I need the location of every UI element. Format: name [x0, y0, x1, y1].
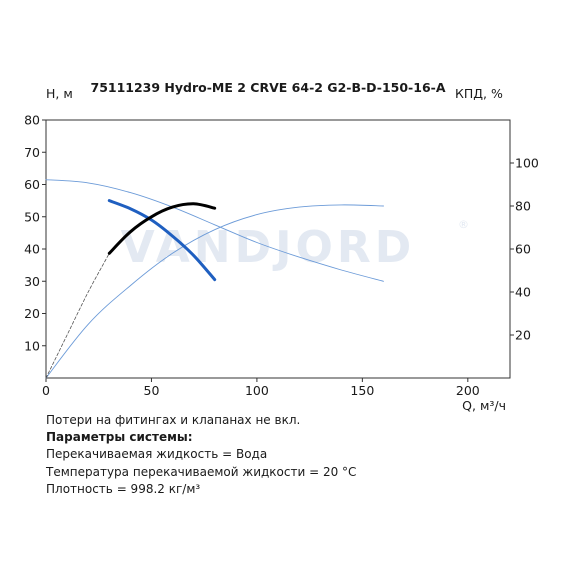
y-right-axis-ticks: 20 40 60 80 100 — [510, 156, 539, 343]
y-right-tick-label: 60 — [515, 242, 531, 257]
x-tick-label: 100 — [245, 383, 269, 398]
y-left-tick-label: 70 — [24, 145, 40, 160]
operating-efficiency-line — [107, 202, 217, 255]
chart-watermark: VANDJORD — [121, 222, 416, 273]
note-losses: Потери на фитингах и клапанах не вкл. — [46, 413, 301, 427]
y-left-tick-label: 50 — [24, 209, 40, 224]
x-tick-label: 0 — [42, 383, 50, 398]
y-left-tick-label: 60 — [24, 177, 40, 192]
system-notes: Потери на фитингах и клапанах не вкл. Па… — [46, 412, 356, 498]
efficiency-curve-line — [45, 204, 384, 379]
note-density: Плотность = 998.2 кг/м³ — [46, 481, 201, 496]
operating-head-line — [107, 199, 217, 282]
y-left-tick-label: 10 — [24, 338, 40, 353]
x-tick-label: 150 — [350, 383, 374, 398]
note-temperature: Температура перекачиваемой жидкости = 20… — [46, 464, 357, 479]
y-left-tick-label: 40 — [24, 242, 40, 257]
y-right-tick-label: 20 — [515, 328, 531, 343]
efficiency-extension-line — [45, 252, 110, 379]
head-curve-line — [45, 179, 384, 282]
x-tick-label: 50 — [144, 383, 160, 398]
y-right-tick-label: 100 — [515, 156, 539, 171]
x-tick-label: 200 — [456, 383, 480, 398]
watermark-registered-mark: ® — [458, 218, 469, 231]
x-axis-ticks: 0 50 100 150 200 — [42, 378, 480, 398]
y-left-tick-label: 20 — [24, 306, 40, 321]
y-right-axis-label: КПД, % — [455, 86, 503, 101]
y-left-tick-label: 30 — [24, 274, 40, 289]
series-layer — [45, 179, 384, 379]
note-system-params-heading: Параметры системы: — [46, 430, 193, 445]
y-right-tick-label: 40 — [515, 285, 531, 300]
note-liquid: Перекачиваемая жидкость = Вода — [46, 447, 268, 462]
y-right-tick-label: 80 — [515, 199, 531, 214]
y-left-axis-ticks: 10 20 30 40 50 60 70 80 — [24, 113, 46, 353]
y-left-tick-label: 80 — [24, 113, 40, 128]
y-left-axis-label: H, м — [46, 86, 73, 101]
chart-title: 75111239 Hydro-ME 2 CRVE 64-2 G2-B-D-150… — [91, 80, 446, 95]
x-axis-label: Q, м³/ч — [462, 398, 506, 413]
